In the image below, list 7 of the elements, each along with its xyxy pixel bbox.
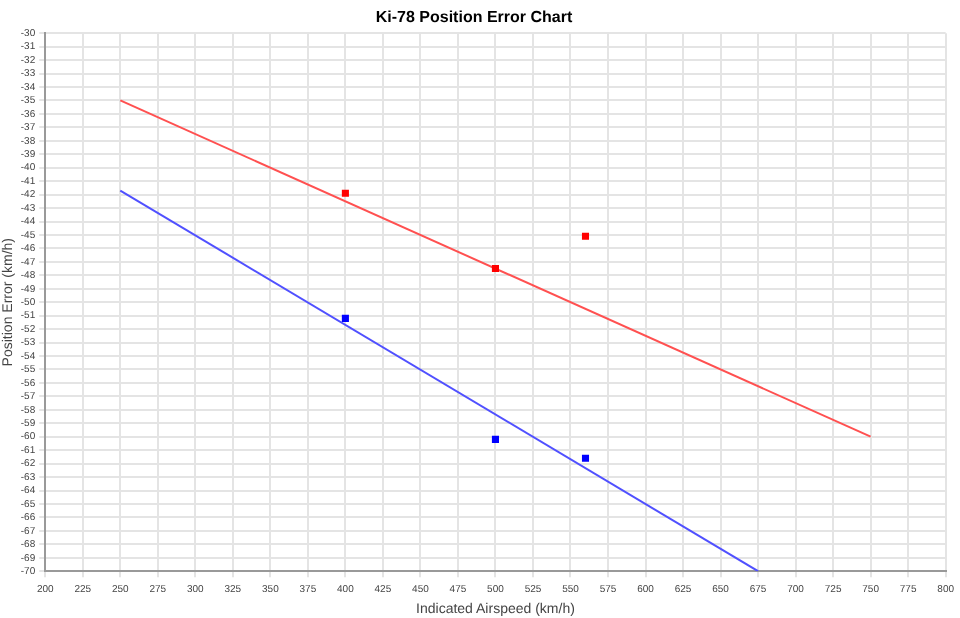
- point: [581, 232, 590, 240]
- point: [581, 454, 590, 462]
- point: [491, 435, 499, 443]
- point: [341, 314, 349, 322]
- point: [491, 265, 499, 273]
- chart-title: Ki-78 Position Error Chart: [375, 8, 573, 27]
- point: [341, 189, 349, 197]
